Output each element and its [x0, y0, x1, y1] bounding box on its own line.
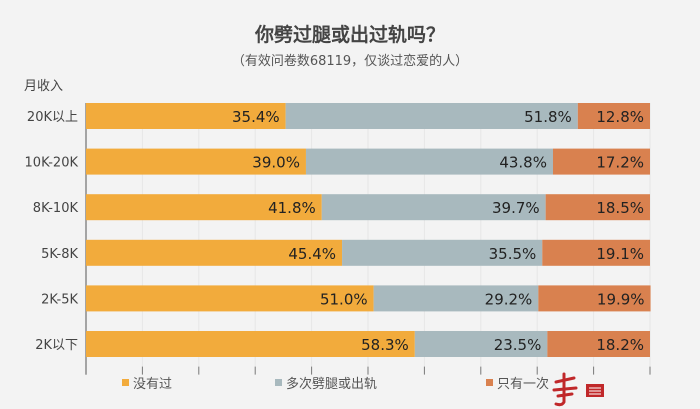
data-label: 18.5%: [596, 199, 644, 217]
data-label: 39.0%: [252, 154, 300, 172]
data-label: 29.2%: [485, 290, 533, 308]
data-label: 19.1%: [596, 245, 644, 263]
legend-label: 只有一次: [497, 377, 550, 392]
legend-item-0: 没有过: [122, 373, 172, 392]
data-label: 43.8%: [499, 154, 547, 172]
bar-segment: [414, 331, 548, 357]
data-label: 51.0%: [320, 290, 368, 308]
category-label: 5K-8K: [41, 247, 78, 262]
data-label: 51.8%: [524, 108, 572, 126]
bar-segment: [86, 194, 322, 221]
bar-segment: [542, 239, 650, 266]
category-label: 10K-20K: [25, 156, 79, 171]
bar-segment: [86, 148, 306, 175]
bar-segment: [552, 148, 650, 175]
data-label: 35.4%: [232, 108, 280, 126]
category-label: 8K-10K: [33, 201, 79, 216]
bar-segment: [305, 148, 553, 175]
data-label: 12.8%: [596, 108, 644, 126]
bar-segment: [86, 331, 415, 357]
y-axis-label: 月收入: [24, 79, 64, 94]
data-label: 58.3%: [361, 336, 409, 354]
legend-label: 多次劈腿或出轨: [286, 377, 378, 392]
bar-segment: [538, 285, 651, 312]
chart-title: 你劈过腿或出过轨吗？: [254, 24, 445, 46]
bar-segment: [577, 103, 650, 129]
data-label: 17.2%: [596, 154, 644, 172]
legend-swatch: [122, 379, 129, 386]
bar-segment: [86, 103, 286, 129]
chart-subtitle: （有效问卷数68119，仅谈过恋爱的人）: [231, 54, 469, 69]
legend-item-1: 多次劈腿或出轨: [275, 373, 377, 392]
bar-segment: [547, 331, 650, 357]
bar-segment: [86, 239, 343, 266]
bar-segment: [373, 285, 539, 312]
category-label: 20K以上: [27, 110, 78, 125]
legend-swatch: [275, 379, 282, 386]
bar-segment: [285, 103, 578, 129]
data-label: 45.4%: [288, 245, 336, 263]
watermark-logo: [552, 372, 604, 407]
bar-segment: [342, 239, 543, 266]
data-label: 35.5%: [489, 245, 537, 263]
bar-segment: [545, 194, 650, 221]
data-label: 19.9%: [597, 290, 645, 308]
data-label: 23.5%: [494, 336, 542, 354]
legend-item-2: 只有一次: [486, 373, 549, 392]
data-label: 41.8%: [268, 199, 316, 217]
bar-segment: [321, 194, 546, 221]
category-label: 2K以下: [35, 338, 78, 353]
data-label: 39.7%: [492, 199, 540, 217]
data-label: 18.2%: [596, 336, 644, 354]
legend-label: 没有过: [133, 377, 173, 392]
bar-segment: [86, 285, 374, 312]
category-label: 2K-5K: [41, 292, 78, 307]
legend-swatch: [486, 379, 493, 386]
